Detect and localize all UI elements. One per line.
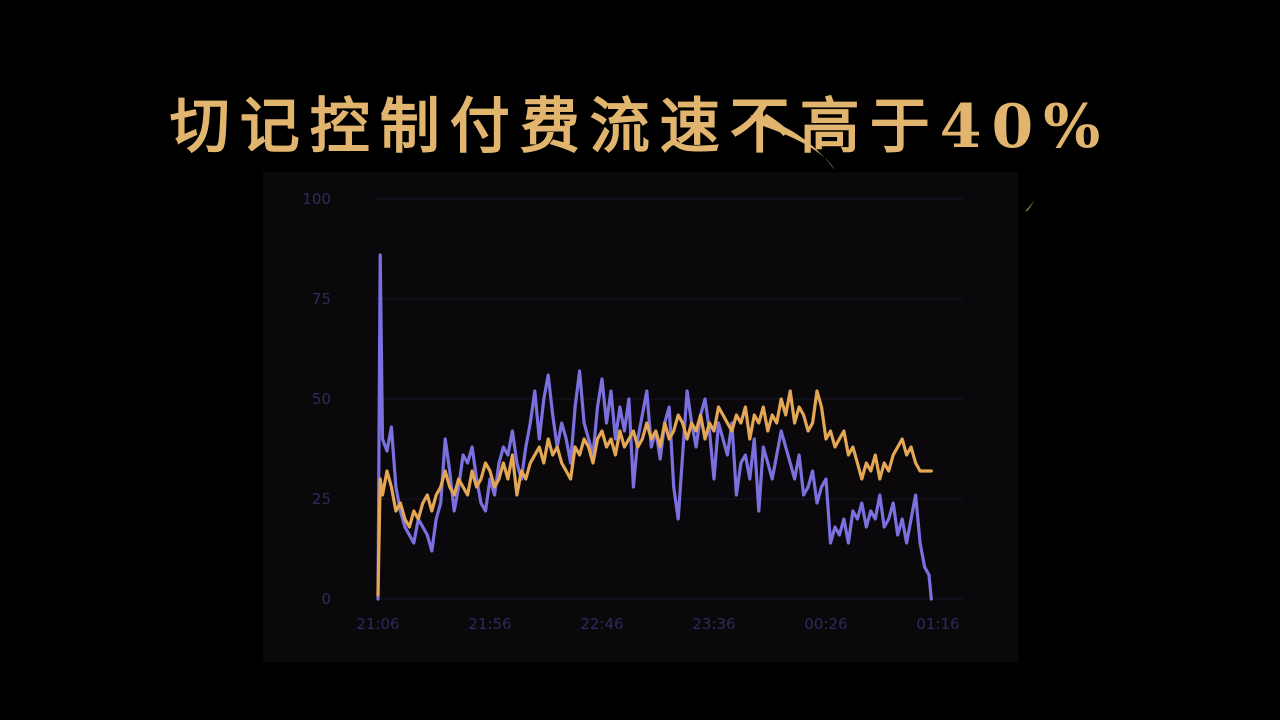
y-tick-label: 0 xyxy=(321,590,331,608)
x-tick-label: 21:06 xyxy=(356,615,399,633)
series-line-2 xyxy=(376,389,933,597)
grid-layer xyxy=(375,198,963,600)
x-tick-label: 22:46 xyxy=(580,615,623,633)
series-layer xyxy=(376,253,933,601)
series-line-1 xyxy=(376,253,933,601)
line-chart: 0 25 50 75 100 21:06 21:56 22:46 23:36 00:26 01:1… xyxy=(302,190,963,633)
x-tick-label: 00:26 xyxy=(804,615,847,633)
x-tick-label: 21:56 xyxy=(468,615,511,633)
x-tick-label: 23:36 xyxy=(692,615,735,633)
decorative-swoosh xyxy=(750,115,1035,212)
headline: 切记控制付费流速不高于40% xyxy=(169,92,1111,162)
y-tick-label: 50 xyxy=(312,390,331,408)
x-axis-ticks: 21:06 21:56 22:46 23:36 00:26 01:16 xyxy=(356,615,959,633)
chart-panel: 0 25 50 75 100 21:06 21:56 22:46 23:36 00:26 01:1… xyxy=(263,172,1018,662)
y-tick-label: 75 xyxy=(312,290,331,308)
y-tick-label: 100 xyxy=(302,190,331,208)
x-tick-label: 01:16 xyxy=(916,615,959,633)
y-axis-ticks: 0 25 50 75 100 xyxy=(302,190,331,608)
y-tick-label: 25 xyxy=(312,490,331,508)
